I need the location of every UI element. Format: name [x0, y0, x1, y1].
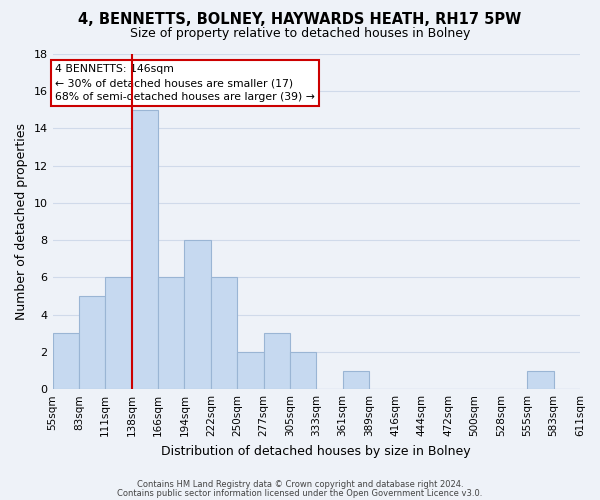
- Y-axis label: Number of detached properties: Number of detached properties: [15, 123, 28, 320]
- Text: Contains HM Land Registry data © Crown copyright and database right 2024.: Contains HM Land Registry data © Crown c…: [137, 480, 463, 489]
- Bar: [53, 334, 79, 389]
- Bar: [131, 110, 158, 389]
- Text: Size of property relative to detached houses in Bolney: Size of property relative to detached ho…: [130, 28, 470, 40]
- Bar: [211, 278, 237, 389]
- Bar: [237, 352, 263, 389]
- Bar: [79, 296, 105, 389]
- Text: 4 BENNETTS: 146sqm
← 30% of detached houses are smaller (17)
68% of semi-detache: 4 BENNETTS: 146sqm ← 30% of detached hou…: [55, 64, 315, 102]
- Bar: [184, 240, 211, 389]
- X-axis label: Distribution of detached houses by size in Bolney: Distribution of detached houses by size …: [161, 444, 471, 458]
- Bar: [105, 278, 131, 389]
- Bar: [290, 352, 316, 389]
- Bar: [263, 334, 290, 389]
- Text: Contains public sector information licensed under the Open Government Licence v3: Contains public sector information licen…: [118, 488, 482, 498]
- Bar: [158, 278, 184, 389]
- Text: 4, BENNETTS, BOLNEY, HAYWARDS HEATH, RH17 5PW: 4, BENNETTS, BOLNEY, HAYWARDS HEATH, RH1…: [79, 12, 521, 28]
- Bar: [527, 370, 554, 389]
- Bar: [343, 370, 369, 389]
